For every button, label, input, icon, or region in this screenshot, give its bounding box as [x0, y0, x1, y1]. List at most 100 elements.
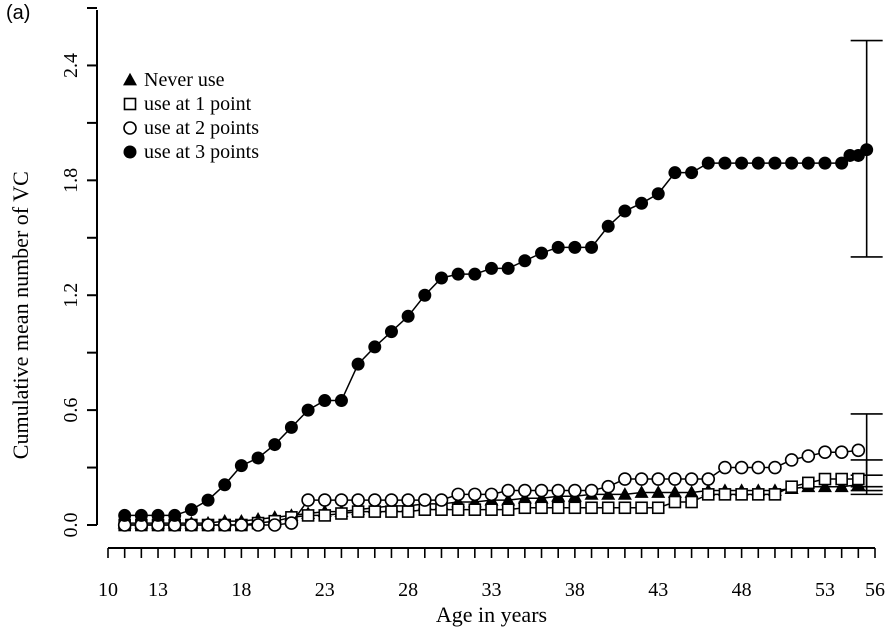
data-point: [418, 288, 432, 302]
data-point: [318, 509, 332, 522]
data-point: [301, 403, 315, 417]
data-point: [785, 156, 799, 170]
data-point: [418, 493, 432, 507]
y-tick-label: 1.8: [60, 168, 82, 193]
data-point: [284, 516, 299, 530]
x-tick-label: 18: [231, 579, 251, 601]
data-point: [801, 449, 816, 463]
legend-marker: [123, 97, 137, 111]
data-point: [551, 501, 565, 515]
data-point: [618, 501, 632, 515]
data-point: [501, 503, 515, 516]
data-point: [351, 493, 365, 507]
data-point: [334, 394, 348, 408]
data-point: [551, 483, 565, 498]
data-point: [634, 485, 649, 498]
x-tick-label: 28: [398, 579, 418, 601]
series-layer: [117, 39, 883, 532]
data-point: [184, 518, 199, 532]
data-point: [501, 492, 516, 506]
data-point: [818, 472, 832, 486]
data-point: [701, 488, 715, 501]
data-point: [768, 488, 782, 501]
data-point: [618, 204, 632, 218]
data-point: [635, 501, 648, 515]
data-point: [501, 483, 515, 498]
data-point: [251, 451, 265, 465]
data-point: [535, 501, 548, 515]
data-point: [118, 508, 132, 522]
data-point: [568, 240, 582, 254]
data-point: [134, 508, 148, 522]
data-point: [851, 443, 866, 458]
data-point: [701, 156, 715, 170]
data-point: [718, 488, 732, 501]
axes: 0.0 0.6 1.2 1.8 2.4 10 13 18 23 28 33 38 43 48 53 56: [60, 7, 885, 601]
data-point: [635, 196, 649, 210]
x-tick-label: 13: [148, 579, 168, 601]
data-point: [601, 219, 615, 233]
data-point: [685, 166, 699, 180]
data-point: [601, 479, 616, 494]
data-point: [301, 509, 315, 522]
data-point: [551, 240, 565, 254]
data-point: [518, 254, 532, 268]
x-tick-label: 43: [648, 579, 668, 601]
legend-marker: [123, 145, 137, 159]
data-point: [751, 488, 765, 501]
y-tick-label: 1.2: [60, 283, 82, 308]
data-point: [802, 476, 815, 490]
data-point: [585, 501, 598, 515]
data-point: [568, 501, 582, 515]
data-point: [835, 156, 849, 170]
data-point: [817, 479, 832, 493]
data-point: [468, 487, 482, 502]
data-point: [367, 493, 382, 507]
legend-marker: [123, 121, 137, 135]
data-point: [618, 472, 632, 486]
data-point: [267, 518, 282, 532]
y-axis-title: Cumulative mean number of VC: [8, 171, 33, 459]
data-point: [818, 156, 832, 170]
data-point: [401, 309, 415, 323]
data-point: [468, 267, 482, 281]
data-point: [468, 503, 482, 516]
data-point: [568, 483, 582, 498]
data-point: [485, 261, 498, 275]
data-point: [518, 501, 532, 515]
data-point: [784, 453, 799, 467]
data-point: [434, 271, 448, 285]
data-point: [651, 501, 665, 515]
data-point: [684, 485, 699, 498]
data-point: [168, 508, 182, 522]
data-point: [384, 493, 399, 507]
data-point: [317, 493, 332, 507]
data-point: [835, 472, 848, 486]
x-tick-label: 56: [865, 579, 885, 601]
data-point: [484, 487, 499, 502]
data-point: [201, 518, 215, 532]
data-point: [518, 483, 532, 498]
data-point: [651, 472, 666, 486]
data-point: [751, 156, 765, 170]
legend-label: use at 1 point: [144, 93, 252, 115]
data-point: [834, 445, 849, 460]
data-point: [818, 445, 832, 460]
legend-marker: [123, 72, 137, 86]
panel-label: (a): [6, 2, 31, 24]
data-point: [218, 478, 232, 492]
data-point: [701, 472, 716, 486]
data-point: [668, 166, 682, 180]
data-point: [251, 518, 265, 532]
x-tick-label: 48: [732, 579, 752, 601]
data-point: [434, 493, 449, 507]
legend-label: use at 3 points: [144, 141, 259, 163]
data-point: [401, 505, 415, 518]
data-point: [485, 503, 498, 516]
data-point: [843, 148, 857, 162]
series-open-circle: [117, 413, 883, 532]
series-line: [124, 148, 867, 517]
data-point: [651, 187, 665, 201]
